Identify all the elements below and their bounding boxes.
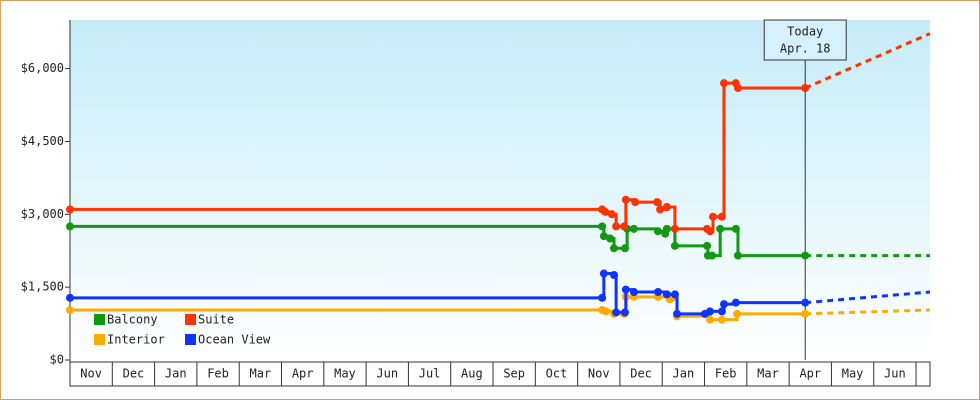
price-point [629, 224, 638, 233]
price-point [601, 207, 610, 216]
price-point [629, 288, 638, 296]
x-tick-label: Oct [546, 367, 568, 381]
price-point [66, 222, 74, 231]
price-point [706, 315, 715, 324]
y-tick-label: $3,000 [21, 207, 64, 221]
price-point [599, 232, 608, 241]
price-point [670, 241, 679, 250]
price-point [670, 290, 679, 299]
price-point [717, 307, 726, 316]
legend-label: Ocean View [198, 333, 271, 347]
price-point [706, 227, 715, 236]
price-point [717, 315, 726, 324]
price-point [801, 298, 810, 307]
legend-label: Suite [198, 313, 234, 327]
price-point [621, 285, 630, 294]
price-point [598, 222, 607, 231]
x-tick-label: Jan [165, 367, 187, 381]
price-point [801, 84, 810, 92]
x-tick-label: Mar [250, 367, 272, 381]
x-tick-label: Nov [588, 367, 610, 381]
x-tick-label: Sep [503, 367, 525, 381]
x-tick-label: May [842, 367, 864, 381]
price-point [703, 241, 712, 250]
price-point [620, 222, 629, 231]
price-point [621, 308, 630, 317]
x-tick-label: Dec [630, 367, 652, 381]
price-point [719, 300, 728, 309]
price-point [801, 309, 810, 318]
x-tick-label: Feb [207, 367, 229, 381]
price-point [708, 212, 717, 221]
x-tick-label: Mar [757, 367, 779, 381]
price-point [662, 203, 671, 211]
x-tick-label: Aug [461, 367, 483, 381]
price-point [706, 307, 715, 316]
price-point [606, 234, 615, 243]
x-tick-label: Jan [673, 367, 695, 381]
legend-swatch [185, 314, 196, 325]
x-tick-label: May [334, 367, 356, 381]
x-tick-label: Apr [292, 367, 314, 381]
price-point [731, 298, 740, 307]
x-tick-label: Feb [715, 367, 737, 381]
today-date: Apr. 18 [780, 42, 831, 56]
y-tick-label: $1,500 [21, 280, 64, 294]
price-point [719, 79, 728, 88]
x-tick-label: Dec [123, 367, 145, 381]
today-box [763, 19, 847, 61]
y-tick-label: $6,000 [21, 61, 64, 75]
x-tick-label: Nov [80, 367, 102, 381]
legend-swatch [94, 314, 105, 325]
y-tick-label: $0 [50, 353, 64, 367]
x-tick-label: Jun [884, 367, 906, 381]
price-point [66, 305, 74, 314]
x-axis-box [69, 361, 931, 387]
price-point [631, 198, 640, 207]
price-point [731, 224, 740, 233]
price-point [733, 251, 742, 260]
price-point [653, 198, 662, 207]
price-point [621, 195, 630, 204]
forecast-line [805, 290, 931, 305]
forecast-line [805, 308, 931, 316]
legend-label: Balcony [107, 313, 158, 327]
x-tick-label: Jun [376, 367, 398, 381]
price-point [607, 210, 616, 219]
price-point [733, 309, 742, 318]
price-point [670, 224, 679, 233]
price-point [66, 205, 74, 214]
price-point [801, 251, 810, 260]
price-point [653, 227, 662, 236]
x-tick-label: Jul [419, 367, 441, 381]
legend-swatch [185, 334, 196, 345]
price-point [610, 271, 619, 279]
x-tick-label: Apr [799, 367, 821, 381]
price-point [598, 293, 607, 302]
y-tick-label: $4,500 [21, 134, 64, 148]
price-point [662, 224, 671, 233]
price-point [610, 244, 619, 253]
price-point [653, 288, 662, 296]
price-point [612, 308, 621, 317]
price-point [656, 205, 665, 214]
price-point [601, 307, 610, 316]
today-label: Today [787, 25, 823, 39]
price-point [599, 269, 608, 278]
legend-label: Interior [107, 333, 165, 347]
price-point [66, 293, 74, 302]
price-point [612, 222, 621, 231]
price-point [621, 244, 630, 253]
price-point [673, 309, 682, 318]
price-point [716, 224, 725, 233]
forecast-line [804, 32, 931, 90]
price-point [717, 212, 726, 221]
price-point [733, 84, 742, 92]
price-point [662, 290, 671, 299]
legend-swatch [94, 334, 105, 345]
price-point [708, 251, 717, 260]
